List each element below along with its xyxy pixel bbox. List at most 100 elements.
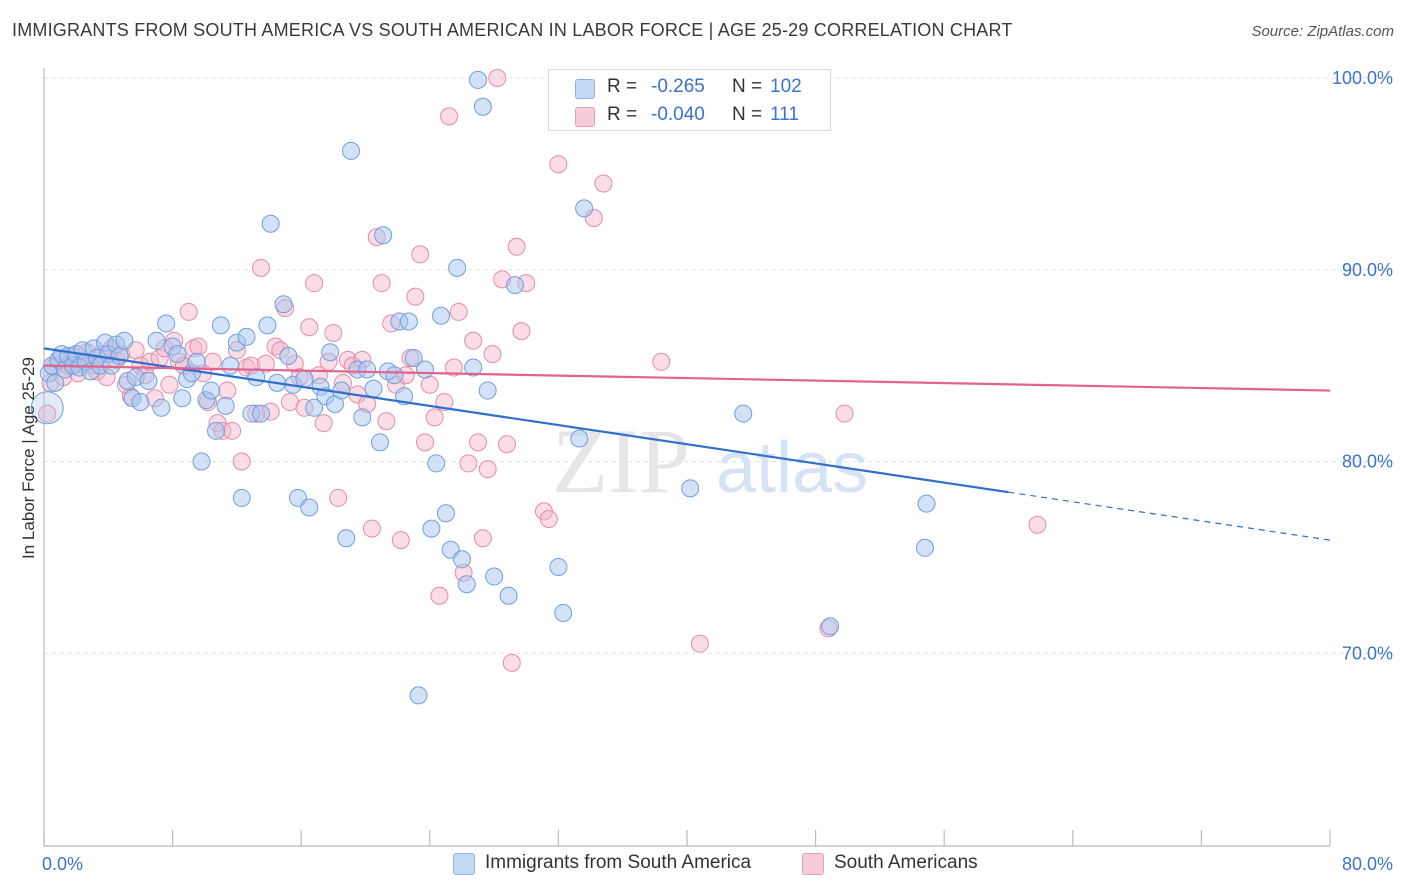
data-point-immigrants [237, 327, 256, 346]
data-point-immigrants [432, 306, 451, 325]
x-tick-label: 80.0% [1342, 854, 1393, 874]
data-point-south-americans [189, 337, 208, 356]
legend-r-value: -0.040 [651, 104, 705, 125]
data-point-immigrants [295, 370, 314, 389]
data-point-immigrants [409, 686, 428, 705]
x-tick-label: 0.0% [42, 854, 83, 874]
legend-n-value: 102 [770, 76, 802, 97]
trend-line-immigrants [43, 347, 1009, 494]
series-immigrants-south-america [30, 70, 936, 705]
data-point-south-americans [223, 421, 242, 440]
data-point-south-americans [444, 358, 463, 377]
data-point-immigrants [110, 347, 129, 366]
data-point-south-americans [539, 510, 558, 529]
data-point-south-americans [690, 634, 709, 653]
data-point-immigrants [469, 70, 488, 89]
tick-labels: 70.0% 80.0% 90.0% 100.0% 0.0% 80.0% [42, 68, 1393, 874]
correlation-legend: R = -0.265 N = 102 R = -0.040 N = 111 [548, 69, 831, 131]
source-credit: Source: ZipAtlas.com [1251, 23, 1394, 40]
data-point-south-americans [314, 414, 333, 433]
data-point-immigrants [321, 343, 340, 362]
y-tick-label: 90.0% [1342, 260, 1393, 280]
data-point-immigrants [342, 141, 361, 160]
data-point-immigrants [232, 488, 251, 507]
axes [43, 68, 1331, 847]
legend-label-south-americans: South Americans [834, 852, 978, 873]
legend-row-south-americans: R = -0.040 N = 111 [549, 101, 830, 129]
data-point-immigrants [252, 404, 271, 423]
data-point-immigrants [370, 433, 389, 452]
data-point-immigrants [570, 429, 589, 448]
data-point-south-americans [160, 375, 179, 394]
data-point-south-americans [324, 324, 343, 343]
data-point-immigrants [300, 498, 319, 517]
data-point-south-americans [141, 352, 160, 371]
data-point-south-americans [179, 302, 198, 321]
data-point-immigrants [115, 331, 134, 350]
legend-row-immigrants: R = -0.265 N = 102 [549, 73, 830, 101]
data-point-south-americans [478, 460, 497, 479]
legend-swatch-blue [453, 853, 475, 875]
data-point-immigrants [202, 381, 221, 400]
data-point-south-americans [464, 331, 483, 350]
data-point-south-americans [391, 531, 410, 550]
data-point-immigrants [131, 393, 150, 412]
data-point-south-americans [256, 354, 275, 373]
data-point-south-americans [411, 245, 430, 264]
legend-n-value: 111 [770, 104, 799, 125]
data-point-south-americans [232, 452, 251, 471]
data-point-immigrants [734, 404, 753, 423]
data-point-immigrants [404, 348, 423, 367]
data-point-immigrants [192, 452, 211, 471]
data-point-immigrants [399, 312, 418, 331]
data-point-immigrants [448, 258, 467, 277]
data-point-south-americans [497, 435, 516, 454]
data-point-immigrants [499, 586, 518, 605]
legend-n-label: N = [732, 104, 763, 125]
legend-swatch-blue [575, 79, 595, 99]
data-point-south-americans [415, 433, 434, 452]
data-point-immigrants [173, 389, 192, 408]
data-point-immigrants [457, 575, 476, 594]
data-point-south-americans [406, 287, 425, 306]
data-point-south-americans [594, 174, 613, 193]
legend-n-label: N = [732, 76, 763, 97]
data-point-south-americans [372, 274, 391, 293]
data-point-immigrants [575, 199, 594, 218]
legend-r-label: R = [607, 76, 638, 97]
data-point-immigrants [364, 379, 383, 398]
trend-line-south-americans [43, 364, 1331, 392]
data-point-south-americans [38, 404, 57, 423]
data-point-south-americans [362, 519, 381, 538]
data-point-south-americans [252, 258, 271, 277]
data-point-south-americans [425, 408, 444, 427]
data-point-south-americans [502, 653, 521, 672]
data-point-immigrants-large [30, 391, 64, 425]
data-point-immigrants [157, 314, 176, 333]
chart-title: IMMIGRANTS FROM SOUTH AMERICA VS SOUTH A… [12, 20, 1013, 40]
data-point-immigrants [211, 316, 230, 335]
data-point-immigrants [549, 557, 568, 576]
data-point-south-americans [300, 318, 319, 337]
data-point-immigrants [915, 538, 934, 557]
data-point-immigrants [485, 567, 504, 586]
data-point-south-americans [459, 454, 478, 473]
data-point-south-americans [507, 237, 526, 256]
data-point-immigrants [258, 316, 277, 335]
watermark-zip: ZIP [552, 410, 690, 512]
data-point-immigrants [473, 97, 492, 116]
data-point-immigrants [332, 381, 351, 400]
data-point-immigrants [422, 519, 441, 538]
data-point-immigrants [221, 356, 240, 375]
data-point-south-americans [440, 107, 459, 126]
data-point-immigrants [452, 550, 471, 569]
grid [44, 77, 1392, 654]
data-point-south-americans [483, 345, 502, 364]
y-axis-label: In Labor Force | Age 25-29 [19, 357, 38, 559]
legend-r-label: R = [607, 104, 638, 125]
data-point-immigrants [478, 381, 497, 400]
data-point-immigrants [274, 295, 293, 314]
y-tick-label: 100.0% [1332, 68, 1393, 88]
legend-swatch-pink [802, 853, 824, 875]
data-point-immigrants [374, 226, 393, 245]
